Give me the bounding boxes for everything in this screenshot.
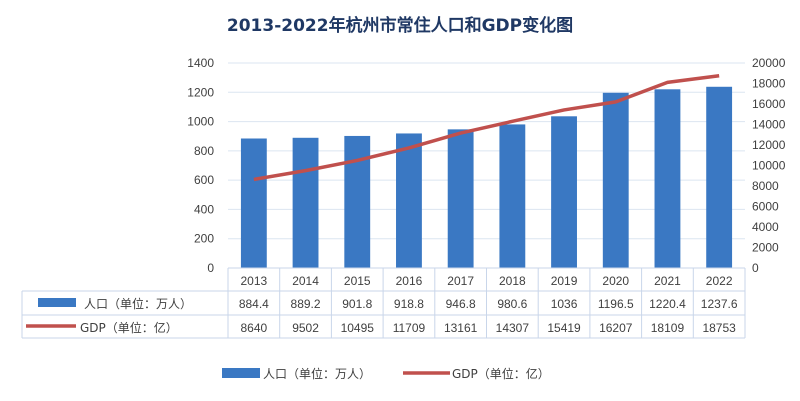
right-axis-tick: 16000	[752, 97, 786, 111]
right-axis-tick: 0	[752, 261, 759, 275]
left-axis-tick: 800	[194, 144, 214, 158]
right-axis-tick: 14000	[752, 118, 786, 132]
right-axis-tick: 20000	[752, 56, 786, 70]
right-axis-tick: 18000	[752, 77, 786, 91]
right-axis-tick: 4000	[752, 220, 779, 234]
x-axis-label: 2013	[240, 274, 267, 288]
gdp-data-label: 13161	[444, 321, 478, 335]
right-axis-tick: 6000	[752, 200, 779, 214]
population-bar	[551, 116, 577, 268]
right-axis-tick: 8000	[752, 179, 779, 193]
left-axis-tick: 1200	[187, 85, 214, 99]
left-axis-tick: 1400	[187, 56, 214, 70]
gdp-data-label: 16207	[599, 321, 633, 335]
gdp-line	[253, 74, 720, 182]
gdp-data-label: 14307	[496, 321, 530, 335]
population-series-name: 人口（单位：万人）	[84, 296, 192, 311]
population-data-label: 946.8	[446, 297, 476, 311]
legend-population-swatch	[222, 368, 260, 378]
right-axis-tick: 2000	[752, 241, 779, 255]
population-data-label: 889.2	[291, 297, 321, 311]
population-bar	[447, 129, 474, 268]
x-axis-label: 2019	[551, 274, 578, 288]
legend-gdp-label: GDP（单位：亿）	[452, 366, 550, 381]
population-data-label: 918.8	[394, 297, 424, 311]
population-data-label: 1237.6	[701, 297, 738, 311]
population-bar	[240, 138, 267, 268]
population-data-label: 1196.5	[598, 297, 634, 311]
gdp-data-label: 15419	[547, 321, 581, 335]
gdp-data-label: 9502	[292, 321, 319, 335]
x-axis-label: 2017	[447, 274, 474, 288]
right-axis-tick: 10000	[752, 159, 786, 173]
gdp-data-label: 10495	[341, 321, 375, 335]
left-axis-tick: 200	[194, 232, 214, 246]
population-bar	[499, 124, 526, 268]
x-axis-label: 2016	[396, 274, 423, 288]
gdp-data-label: 18109	[651, 321, 685, 335]
population-bar	[344, 135, 371, 268]
population-data-label: 980.6	[497, 297, 527, 311]
population-bar	[396, 133, 422, 268]
x-axis-label: 2018	[499, 274, 526, 288]
gdp-data-label: 8640	[240, 321, 267, 335]
x-axis-label: 2014	[292, 274, 319, 288]
population-data-label: 1220.4	[649, 297, 686, 311]
gdp-data-label: 11709	[393, 321, 426, 335]
population-data-label: 901.8	[342, 297, 372, 311]
chart-title: 2013-2022年杭州市常住人口和GDP变化图	[227, 15, 573, 36]
gdp-series-name: GDP（单位：亿）	[80, 320, 178, 335]
x-axis-label: 2015	[344, 274, 371, 288]
left-axis-tick: 1000	[187, 115, 214, 129]
population-legend-key	[38, 298, 76, 307]
x-axis-label: 2020	[602, 274, 629, 288]
right-axis-tick: 12000	[752, 138, 786, 152]
x-axis-label: 2022	[706, 274, 733, 288]
gdp-data-label: 18753	[702, 321, 736, 335]
left-axis-tick: 0	[207, 261, 214, 275]
left-axis-tick: 600	[194, 173, 214, 187]
x-axis-label: 2021	[654, 274, 681, 288]
population-bar	[292, 137, 319, 268]
population-bar	[654, 89, 681, 268]
legend-population-label: 人口（单位：万人）	[263, 366, 371, 381]
population-bar	[706, 86, 733, 268]
population-bar	[602, 92, 629, 268]
left-axis-tick: 400	[194, 202, 214, 216]
population-data-label: 1036	[551, 297, 578, 311]
population-data-label: 884.4	[239, 297, 269, 311]
